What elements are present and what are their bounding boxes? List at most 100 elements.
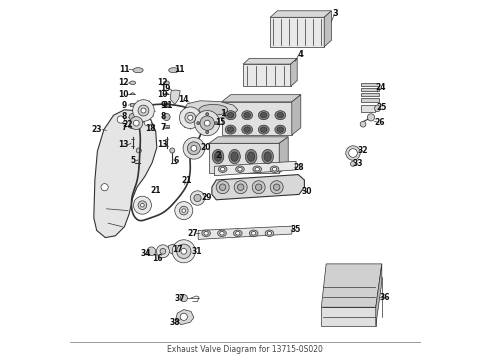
Text: 30: 30 xyxy=(302,187,312,196)
Circle shape xyxy=(238,184,244,190)
Circle shape xyxy=(133,120,139,126)
Ellipse shape xyxy=(242,111,252,120)
Circle shape xyxy=(349,149,357,157)
Ellipse shape xyxy=(270,166,279,172)
Circle shape xyxy=(133,196,151,214)
Text: 26: 26 xyxy=(374,118,385,127)
Circle shape xyxy=(172,240,196,263)
Ellipse shape xyxy=(264,152,271,161)
Bar xyxy=(361,83,379,86)
Polygon shape xyxy=(215,161,296,176)
Circle shape xyxy=(181,248,187,254)
Ellipse shape xyxy=(258,125,269,134)
Text: 3: 3 xyxy=(333,9,339,18)
Ellipse shape xyxy=(374,105,380,112)
Polygon shape xyxy=(279,137,288,173)
Polygon shape xyxy=(221,102,292,135)
Text: 9: 9 xyxy=(122,100,126,109)
Ellipse shape xyxy=(251,231,256,235)
Ellipse shape xyxy=(249,230,258,237)
Circle shape xyxy=(138,201,147,210)
Text: 13: 13 xyxy=(157,140,168,149)
Circle shape xyxy=(182,209,186,212)
Text: 25: 25 xyxy=(376,103,386,112)
Circle shape xyxy=(156,245,170,258)
Text: 7: 7 xyxy=(122,122,127,131)
Circle shape xyxy=(163,113,170,121)
Text: 8: 8 xyxy=(122,112,127,121)
Ellipse shape xyxy=(255,167,259,171)
Text: 24: 24 xyxy=(375,83,386,91)
Text: 6: 6 xyxy=(174,156,179,165)
Ellipse shape xyxy=(219,166,227,172)
Polygon shape xyxy=(183,101,238,119)
Text: 8: 8 xyxy=(160,112,166,121)
Text: 10: 10 xyxy=(157,90,168,99)
Bar xyxy=(361,93,379,96)
Circle shape xyxy=(368,114,374,121)
Circle shape xyxy=(273,184,280,190)
Polygon shape xyxy=(270,11,331,17)
Circle shape xyxy=(215,122,218,125)
Circle shape xyxy=(360,121,366,127)
Polygon shape xyxy=(243,58,297,64)
Circle shape xyxy=(133,100,154,121)
Ellipse shape xyxy=(275,111,286,120)
Ellipse shape xyxy=(202,230,210,237)
Circle shape xyxy=(206,131,209,134)
Polygon shape xyxy=(94,110,157,238)
Ellipse shape xyxy=(130,81,136,85)
Bar xyxy=(130,125,135,128)
Ellipse shape xyxy=(265,230,274,237)
Polygon shape xyxy=(130,93,136,95)
Circle shape xyxy=(101,184,108,191)
Circle shape xyxy=(220,184,226,190)
Circle shape xyxy=(206,113,209,116)
Text: 18: 18 xyxy=(146,124,156,133)
Bar xyxy=(361,105,374,112)
Ellipse shape xyxy=(245,149,257,164)
Circle shape xyxy=(144,119,151,126)
Text: 1: 1 xyxy=(220,109,225,117)
Ellipse shape xyxy=(236,231,240,235)
Text: 35: 35 xyxy=(291,225,301,234)
Text: 11: 11 xyxy=(174,65,185,74)
Ellipse shape xyxy=(261,127,267,132)
Polygon shape xyxy=(198,226,293,239)
Text: 4: 4 xyxy=(298,50,304,59)
Ellipse shape xyxy=(238,167,242,171)
Text: 21: 21 xyxy=(181,176,192,185)
Ellipse shape xyxy=(231,152,238,161)
Ellipse shape xyxy=(227,127,234,132)
Ellipse shape xyxy=(204,231,208,235)
Ellipse shape xyxy=(258,111,269,120)
Ellipse shape xyxy=(268,231,271,235)
Polygon shape xyxy=(168,244,176,254)
Text: 29: 29 xyxy=(201,193,212,202)
Circle shape xyxy=(197,122,199,125)
Polygon shape xyxy=(321,264,382,307)
Circle shape xyxy=(255,184,262,190)
Circle shape xyxy=(252,181,265,194)
Ellipse shape xyxy=(199,104,228,115)
Bar xyxy=(194,196,201,200)
Polygon shape xyxy=(292,95,301,135)
Ellipse shape xyxy=(215,152,221,161)
Ellipse shape xyxy=(227,112,234,118)
Polygon shape xyxy=(243,64,291,86)
Circle shape xyxy=(191,145,197,151)
Circle shape xyxy=(350,161,356,166)
Text: 36: 36 xyxy=(379,292,390,302)
Circle shape xyxy=(141,203,144,207)
Text: Exhaust Valve Diagram for 13715-0S020: Exhaust Valve Diagram for 13715-0S020 xyxy=(167,346,323,354)
Text: 21: 21 xyxy=(150,186,161,195)
Polygon shape xyxy=(209,137,288,143)
Polygon shape xyxy=(212,175,304,200)
Ellipse shape xyxy=(212,149,224,164)
Text: 15: 15 xyxy=(215,118,226,127)
Circle shape xyxy=(194,194,201,202)
Ellipse shape xyxy=(261,112,267,118)
Ellipse shape xyxy=(262,149,273,164)
Bar xyxy=(164,125,169,128)
Text: 12: 12 xyxy=(157,78,168,87)
